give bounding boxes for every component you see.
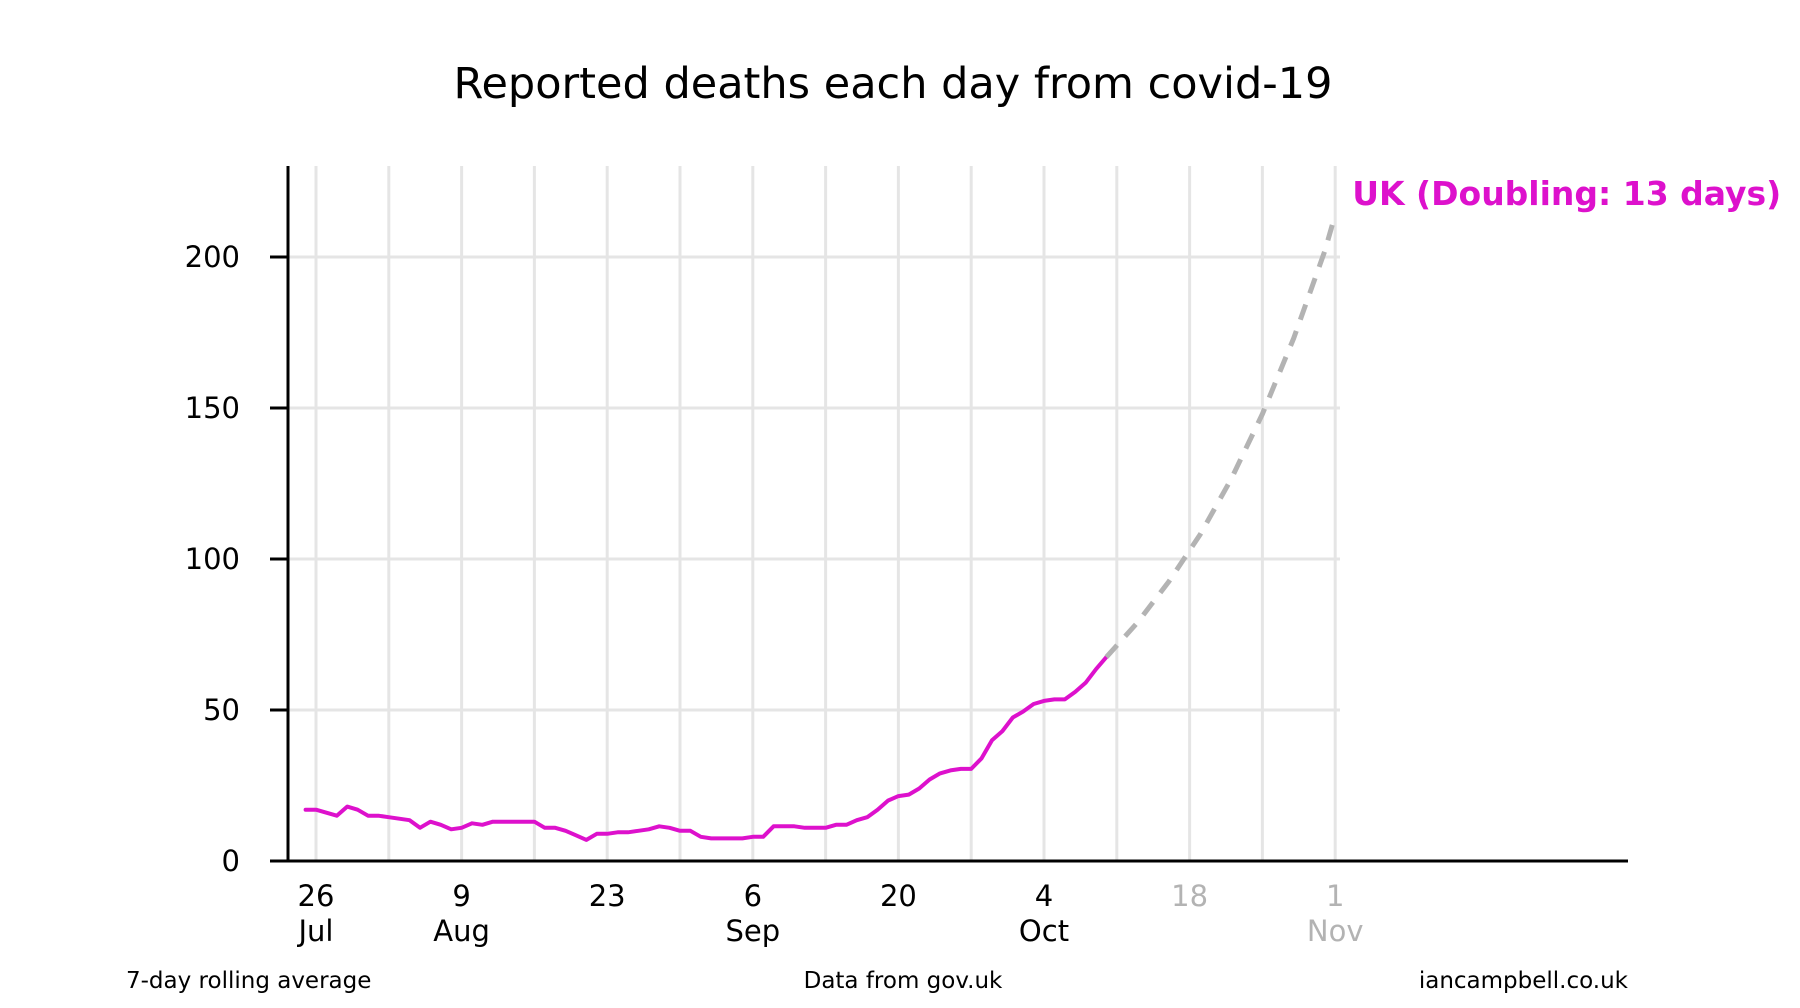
footer-source: Data from gov.uk	[804, 968, 1003, 994]
series-label-uk: UK (Doubling: 13 days)	[1352, 174, 1781, 213]
x-tick-day-label: 6	[744, 879, 762, 913]
x-tick-month-label: Aug	[433, 914, 490, 948]
x-tick-month-label: Jul	[297, 914, 334, 948]
x-tick-month-label: Sep	[725, 914, 780, 948]
x-tick-month-label: Nov	[1307, 914, 1364, 948]
y-tick-label: 150	[185, 391, 240, 425]
x-tick-day-label: 1	[1326, 879, 1344, 913]
x-tick-day-label: 4	[1035, 879, 1053, 913]
axes	[270, 166, 1628, 863]
y-tick-label: 100	[185, 542, 240, 576]
footer-credit: iancampbell.co.uk	[1419, 968, 1629, 994]
series-projection-line	[1104, 214, 1338, 659]
y-tick-label: 0	[222, 844, 240, 878]
y-tick-label: 50	[203, 693, 240, 727]
footer-note-left: 7-day rolling average	[126, 968, 371, 994]
x-tick-day-label: 9	[452, 879, 470, 913]
x-tick-day-label: 23	[589, 879, 626, 913]
chart-title: Reported deaths each day from covid-19	[454, 59, 1333, 109]
grid	[288, 166, 1340, 861]
series-layer: UK (Doubling: 13 days)	[303, 174, 1781, 842]
x-tick-day-label: 20	[880, 879, 917, 913]
y-tick-label: 200	[185, 240, 240, 274]
x-tick-month-label: Oct	[1019, 914, 1069, 948]
series-line-uk	[303, 655, 1109, 842]
x-tick-day-label: 26	[298, 879, 335, 913]
x-tick-day-label: 18	[1171, 879, 1208, 913]
